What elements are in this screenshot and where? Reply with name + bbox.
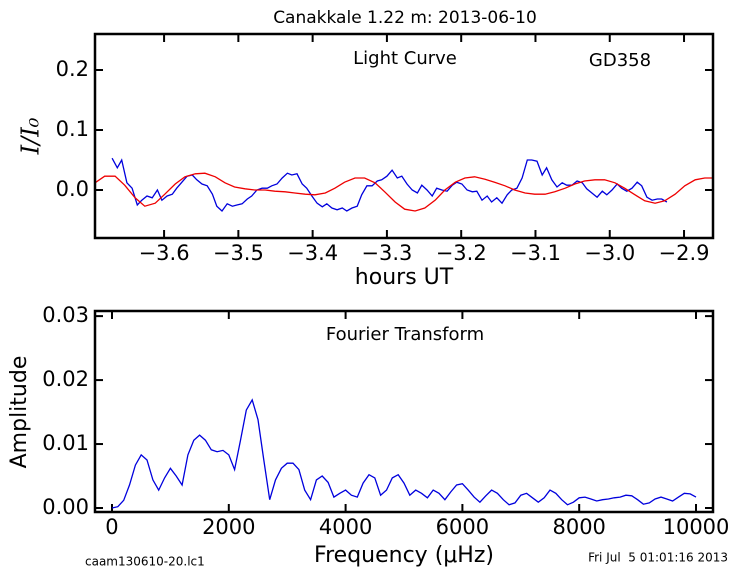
plot-frame xyxy=(93,309,715,514)
footer-file: caam130610-20.lc1 xyxy=(85,555,205,569)
x-tick-label: −3.1 xyxy=(510,241,561,265)
y-tick-label: 0.00 xyxy=(42,495,89,519)
data-line xyxy=(111,157,668,212)
y-axis-label: Amplitude xyxy=(7,356,32,469)
plot-frame xyxy=(93,32,715,240)
annotation: GD358 xyxy=(589,50,651,71)
y-tick-label: 0.01 xyxy=(42,431,89,455)
x-tick-label: −2.9 xyxy=(659,241,710,265)
y-tick-label: 0.02 xyxy=(42,367,89,391)
x-tick-label: 4000 xyxy=(319,515,372,539)
data-line xyxy=(94,172,713,212)
x-tick-label: −3.3 xyxy=(361,241,412,265)
x-tick-label: −3.2 xyxy=(436,241,487,265)
x-tick-label: 0 xyxy=(105,515,118,539)
y-tick-label: 0.0 xyxy=(56,177,89,201)
annotation: Fourier Transform xyxy=(326,324,484,345)
x-tick-label: 2000 xyxy=(202,515,255,539)
x-tick-label: 8000 xyxy=(552,515,605,539)
y-tick-label: 0.1 xyxy=(56,117,89,141)
x-axis-label: Frequency (μHz) xyxy=(314,543,494,568)
data-line xyxy=(111,398,697,509)
x-tick-label: 6000 xyxy=(436,515,489,539)
x-tick-label: −3.5 xyxy=(213,241,264,265)
chart-title: Canakkale 1.22 m: 2013-06-10 xyxy=(273,8,537,28)
x-tick-label: −3.0 xyxy=(584,241,635,265)
x-axis-label: hours UT xyxy=(355,265,454,290)
footer-date: Fri Jul 5 01:01:16 2013 xyxy=(588,551,728,565)
x-tick-label: −3.4 xyxy=(287,241,338,265)
y-tick-label: 0.2 xyxy=(56,57,89,81)
y-axis-label: I/I₀ xyxy=(17,117,45,155)
annotation: Light Curve xyxy=(353,48,457,69)
y-tick-label: 0.03 xyxy=(42,303,89,327)
x-tick-label: 10000 xyxy=(663,515,730,539)
x-tick-label: −3.6 xyxy=(139,241,190,265)
